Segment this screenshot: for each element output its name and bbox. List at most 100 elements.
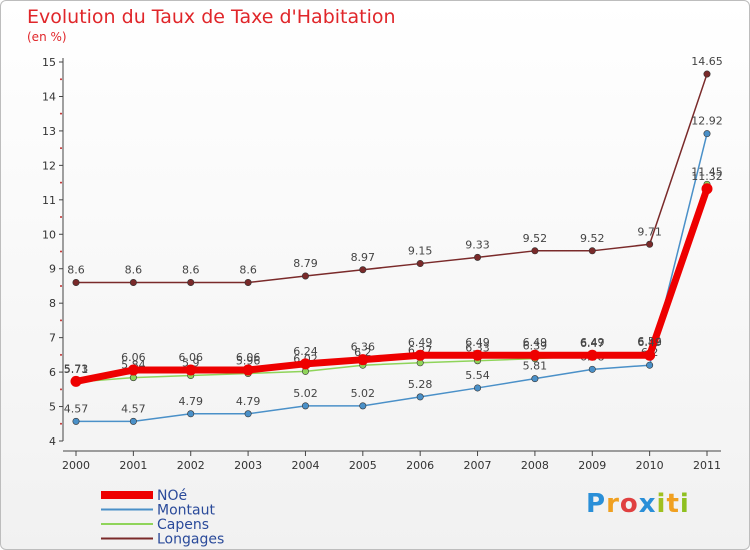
data-label: 9.33: [465, 238, 490, 251]
x-tick-label: 2004: [291, 459, 319, 472]
data-label: 8.6: [239, 264, 257, 277]
series-montaut: 4.574.574.794.795.025.025.285.545.816.08…: [64, 115, 723, 425]
data-point: [129, 279, 137, 287]
data-label: 8.6: [125, 264, 143, 277]
data-label: 6.06: [178, 351, 203, 364]
data-point: [187, 410, 195, 418]
y-tick-label: 9: [49, 263, 56, 276]
y-tick-label: 12: [42, 159, 56, 172]
data-label: 5.02: [351, 387, 376, 400]
logo-letter: x: [638, 489, 657, 519]
data-label: 9.52: [523, 232, 548, 245]
y-minor-tick: [60, 353, 62, 356]
data-point: [646, 240, 654, 248]
data-label: 4.57: [121, 402, 146, 415]
y-minor-tick: [60, 284, 62, 287]
y-tick-label: 5: [49, 401, 56, 414]
data-point: [531, 375, 539, 383]
data-label: 12.92: [691, 115, 723, 128]
x-tick-label: 2001: [119, 459, 147, 472]
data-label: 8.6: [182, 264, 200, 277]
data-label: 6.24: [293, 345, 318, 358]
chart-subtitle: (en %): [27, 30, 67, 44]
data-point: [301, 402, 309, 410]
legend-label: Montaut: [157, 503, 215, 519]
series-no: 5.73 6.06 6.06 6.06 6.24 6.36 6.49 6.49 6.49 6.49…: [64, 170, 723, 387]
data-point: [474, 384, 482, 392]
data-label: 6.49: [523, 336, 548, 349]
y-minor-tick: [60, 319, 62, 322]
data-label: 6.47: [580, 337, 605, 350]
data-point: [185, 364, 197, 376]
data-point: [242, 364, 254, 376]
data-label: 8.97: [351, 251, 376, 264]
y-tick-label: 11: [42, 194, 56, 207]
data-label: 4.79: [236, 395, 261, 408]
data-label: 5.54: [465, 369, 490, 382]
series-longages: 8.6 8.6 8.6 8.6 8.79 8.97 9.15 9.33 9.52 9.52 9.71…: [67, 55, 723, 287]
data-point: [646, 361, 654, 369]
data-point: [703, 70, 711, 78]
data-label: 6.39: [523, 340, 548, 353]
data-label: 6.06: [121, 351, 146, 364]
series-line-montaut: [76, 133, 708, 423]
data-point: [472, 349, 484, 361]
data-label: 5.73: [64, 362, 89, 375]
data-point: [588, 365, 596, 373]
legend-label: Capens: [157, 517, 209, 533]
y-tick-label: 7: [49, 332, 56, 345]
x-tick-label: 2006: [406, 459, 434, 472]
y-minor-tick: [60, 112, 62, 115]
y-tick-label: 8: [49, 297, 56, 310]
data-point: [299, 358, 311, 370]
x-tick-label: 2000: [62, 459, 90, 472]
y-tick-label: 14: [42, 90, 56, 103]
y-tick-label: 6: [49, 366, 56, 379]
data-label: 4.57: [64, 402, 89, 415]
data-point: [72, 279, 80, 287]
data-label: 6.36: [351, 341, 376, 354]
data-point: [244, 410, 252, 418]
data-label: 8.6: [67, 264, 85, 277]
data-label: 9.15: [408, 245, 433, 258]
data-point: [416, 260, 424, 268]
data-point: [588, 247, 596, 255]
logo-letter: P: [586, 489, 607, 519]
data-point: [359, 266, 367, 274]
legend-label: NOé: [157, 488, 187, 504]
data-point: [127, 364, 139, 376]
data-point: [586, 349, 598, 361]
series-line-no: [75, 187, 711, 385]
data-point: [357, 354, 369, 366]
data-point: [359, 402, 367, 410]
data-label: 6.49: [580, 336, 605, 349]
data-label: 5.71: [64, 363, 89, 376]
x-tick-label: 2008: [521, 459, 549, 472]
data-point: [644, 349, 656, 361]
data-point: [70, 375, 82, 387]
x-tick-label: 2007: [464, 459, 492, 472]
x-tick-label: 2003: [234, 459, 262, 472]
data-point: [187, 279, 195, 287]
y-minor-tick: [60, 78, 62, 81]
data-point: [529, 349, 541, 361]
data-label: 6.49: [408, 336, 433, 349]
data-label: 14.65: [691, 55, 723, 68]
data-point: [474, 253, 482, 261]
data-label: 6.49: [637, 336, 662, 349]
data-point: [301, 272, 309, 280]
data-label: 8.79: [293, 257, 318, 270]
data-label: 9.71: [637, 225, 662, 238]
logo-letter: i: [679, 489, 690, 519]
data-label: 11.32: [691, 170, 723, 183]
data-label: 5.28: [408, 378, 433, 391]
y-minor-tick: [60, 216, 62, 219]
data-label: 6.06: [236, 351, 261, 364]
x-tick-label: 2011: [693, 459, 721, 472]
legend-label: Longages: [157, 532, 224, 548]
chart-title: Evolution du Taux de Taxe d'Habitation: [27, 6, 396, 28]
x-tick-label: 2010: [636, 459, 664, 472]
series-line-longages: [76, 73, 708, 284]
